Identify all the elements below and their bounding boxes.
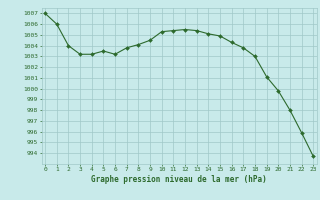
X-axis label: Graphe pression niveau de la mer (hPa): Graphe pression niveau de la mer (hPa): [91, 175, 267, 184]
